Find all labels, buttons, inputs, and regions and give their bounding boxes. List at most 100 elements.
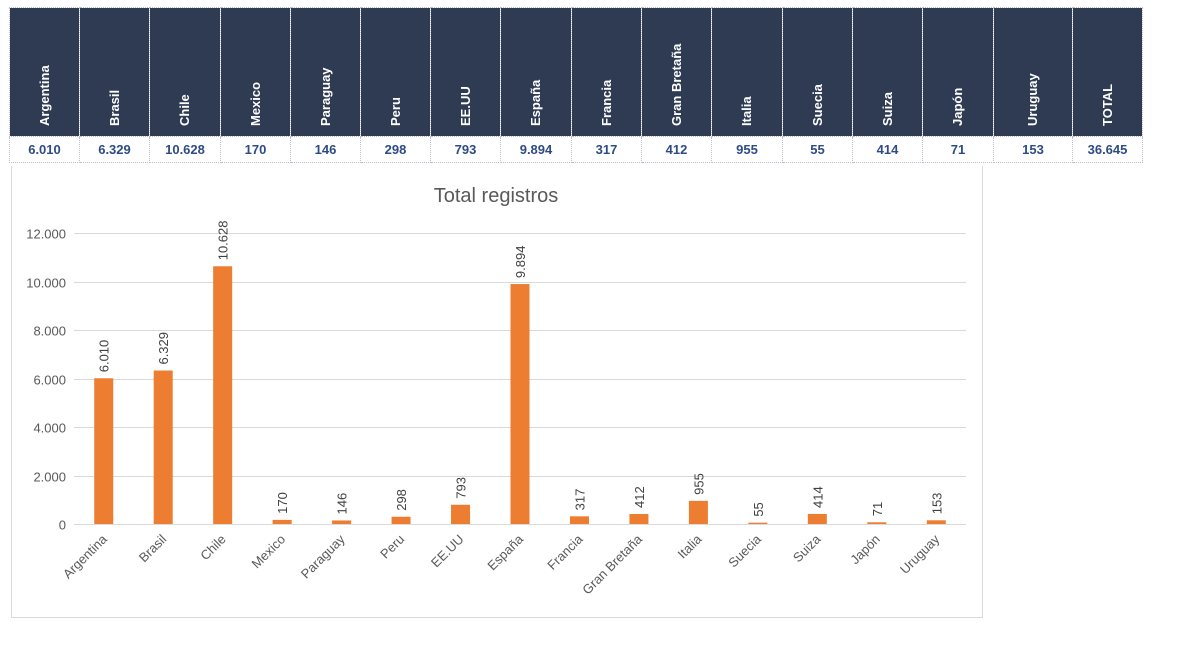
table-header-cell: Francia (571, 7, 642, 137)
value-row: 6.010 6.329 10.628 170 146 298 793 9.894 317 412 9… (9, 136, 1143, 163)
header-row: Argentina Brasil Chile Mexico Paraguay Peru EE… (9, 7, 1143, 137)
x-tick-label: Argentina (60, 531, 111, 582)
table-header-cell: Brasil (79, 7, 150, 137)
table-header-text: Brasil (106, 89, 122, 126)
table-header-text: Francia (598, 79, 614, 126)
data-labels: 6.010 6.329 10.628 170 146 298 793 9.894 317 412 9… (97, 221, 945, 517)
x-tick-label: España (484, 531, 526, 573)
bar (807, 513, 827, 524)
table-header-cell: EE.UU (430, 7, 501, 137)
table-header-cell: Chile (149, 7, 221, 137)
data-label: 955 (691, 473, 706, 495)
data-label: 170 (275, 492, 290, 514)
bar (748, 522, 768, 524)
data-label: 146 (335, 493, 350, 515)
bar-chart: Total registros 0 2.000 4.000 6.000 8.000 10.… (26, 185, 966, 597)
y-tick-label: 0 (59, 518, 66, 533)
bar (391, 516, 411, 524)
data-label: 414 (810, 486, 825, 508)
x-tick-label: Japón (847, 532, 883, 568)
table-value-cell: 10.628 (149, 136, 221, 163)
table-header-cell: Mexico (220, 7, 291, 137)
bar (451, 504, 471, 524)
bar (569, 516, 589, 524)
table-value-cell: 6.329 (79, 136, 150, 163)
chart-title: Total registros (434, 185, 559, 207)
data-label: 793 (454, 477, 469, 499)
table-header-text: Peru (387, 97, 403, 126)
table-header-cell: Argentina (9, 7, 80, 137)
table-header-text: EE.UU (457, 86, 473, 126)
data-label: 6.010 (97, 340, 112, 373)
table-header-text: Gran Bretaña (668, 43, 684, 126)
bar (510, 284, 530, 524)
table-header-text: Italia (739, 96, 754, 126)
table-value-cell: 55 (782, 136, 853, 163)
table-header-cell: TOTAL (1072, 7, 1143, 137)
y-tick-label: 10.000 (26, 276, 66, 291)
table-header-text: Paraguay (317, 67, 333, 126)
x-tick-label: Francia (544, 531, 586, 573)
table-header-cell: España (500, 7, 572, 137)
bar (272, 519, 292, 524)
table-value-cell: 6.010 (9, 136, 80, 163)
bars (94, 266, 946, 524)
table-header-text: Argentina (36, 65, 52, 126)
table-header-cell: Gran Bretaña (641, 7, 712, 137)
table-value-cell: 9.894 (500, 136, 572, 163)
table-value-cell: 36.645 (1072, 136, 1143, 163)
x-tick-label: Gran Bretaña (579, 531, 645, 597)
bar (688, 500, 708, 524)
bar (153, 370, 173, 524)
table-header-text: Japón (950, 87, 965, 126)
table-value-cell: 317 (571, 136, 642, 163)
x-tick-label: Brasil (136, 531, 170, 565)
data-label: 10.628 (216, 221, 231, 261)
chart-area: Total registros 0 2.000 4.000 6.000 8.000 10.… (11, 166, 983, 618)
x-tick-label: EE.UU (428, 532, 467, 571)
data-label: 71 (870, 502, 885, 516)
y-axis-ticks: 0 2.000 4.000 6.000 8.000 10.000 12.000 (26, 227, 66, 533)
table-header-text: Suecia (809, 84, 825, 126)
data-table: Argentina Brasil Chile Mexico Paraguay Peru EE… (9, 7, 1143, 163)
table-value-cell: 414 (852, 136, 923, 163)
table-header-text: Suiza (879, 92, 895, 126)
table-header-cell: Suecia (782, 7, 853, 137)
table-header-cell: Italia (711, 7, 783, 137)
y-tick-label: 12.000 (26, 227, 66, 242)
table-header-text: España (528, 79, 543, 126)
table-value-cell: 146 (290, 136, 361, 163)
table-header-cell: Suiza (852, 7, 923, 137)
table-value-cell: 170 (220, 136, 291, 163)
x-tick-label: Chile (197, 532, 229, 564)
x-tick-label: Italia (674, 531, 705, 562)
data-label: 412 (632, 486, 647, 508)
bar (213, 266, 233, 524)
table-value-cell: 412 (641, 136, 712, 163)
table-header-text: Mexico (247, 81, 263, 126)
bar (867, 522, 887, 524)
bar (629, 514, 649, 524)
data-label: 317 (572, 489, 587, 511)
y-tick-label: 6.000 (33, 373, 66, 388)
table-header-cell: Paraguay (290, 7, 361, 137)
x-tick-label: Paraguay (298, 531, 348, 581)
x-tick-label: Mexico (249, 532, 289, 572)
data-label: 9.894 (513, 246, 528, 279)
table-value-cell: 793 (430, 136, 501, 163)
y-tick-label: 8.000 (33, 324, 66, 339)
x-tick-label: Uruguay (897, 531, 943, 577)
x-axis-ticks: Argentina Brasil Chile Mexico Paraguay Peru EE… (60, 531, 943, 597)
data-label: 153 (929, 493, 944, 515)
table-header-text: TOTAL (1099, 83, 1115, 126)
bar (332, 520, 352, 524)
table-header-cell: Peru (360, 7, 431, 137)
data-label: 6.329 (156, 332, 171, 365)
y-tick-label: 4.000 (33, 421, 66, 436)
table-header-cell: Uruguay (993, 7, 1073, 137)
table-header-text: Chile (177, 94, 192, 126)
bar (926, 520, 946, 524)
table-value-cell: 153 (993, 136, 1073, 163)
data-label: 55 (751, 502, 766, 516)
table-header-cell: Japón (922, 7, 994, 137)
